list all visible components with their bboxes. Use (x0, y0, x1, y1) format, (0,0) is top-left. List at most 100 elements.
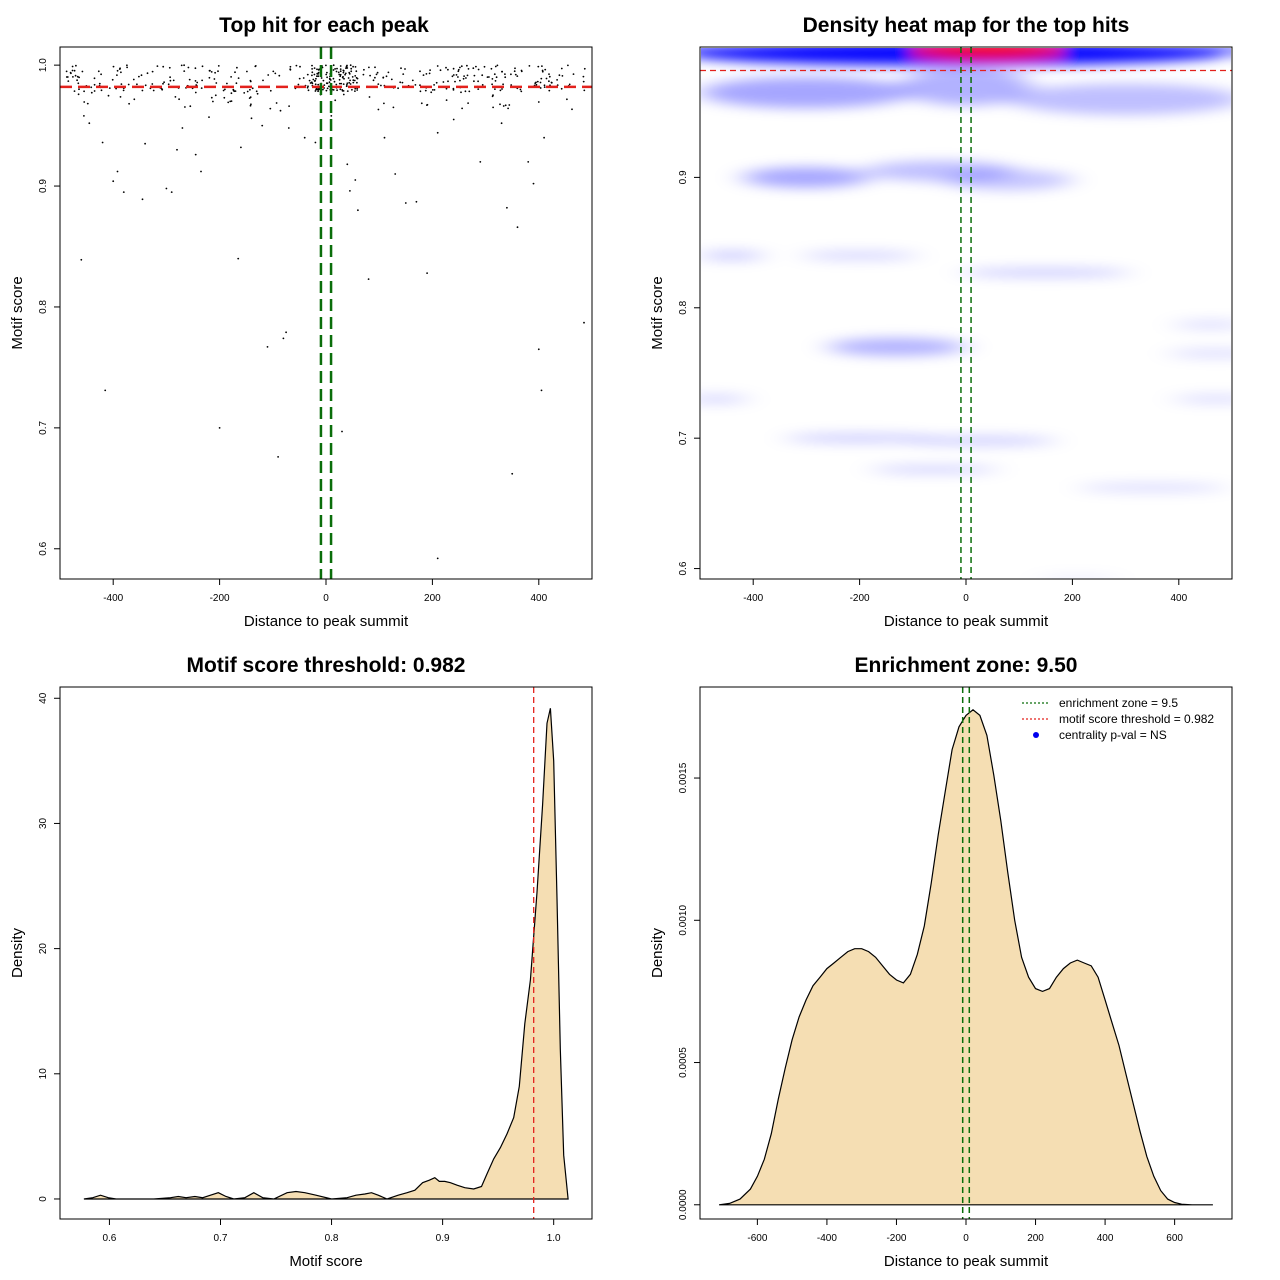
scatter-point (583, 321, 585, 324)
scatter-point (93, 90, 96, 92)
scatter-point (181, 127, 184, 129)
scatter-point (317, 90, 319, 93)
scatter-ytick-label: 0.8 (38, 300, 49, 314)
scatter-point (367, 278, 370, 280)
scatter-xtick-label: -200 (210, 593, 230, 604)
scatter-point (543, 84, 546, 87)
heatmap-ytick-label: 0.6 (678, 561, 689, 575)
scatter-point (532, 182, 535, 185)
scatter-ytick-label: 1.0 (38, 58, 49, 72)
score-density-xtick-label: 0.9 (436, 1233, 450, 1244)
scatter-point (337, 71, 340, 74)
heatmap-plot-frame (699, 46, 1233, 580)
scatter-point (168, 66, 171, 69)
scatter-point (311, 64, 313, 67)
scatter-point (194, 153, 197, 156)
scatter-point (210, 71, 213, 73)
scatter-point (235, 82, 238, 85)
scatter-point (311, 74, 313, 77)
scatter-point (209, 69, 211, 72)
legend-item-centrality: centrality p-val = NS (1033, 728, 1167, 742)
scatter-point (481, 84, 484, 86)
scatter-point (354, 87, 357, 90)
scatter-point (80, 258, 83, 261)
heatmap-density-blob (1168, 348, 1231, 359)
scatter-point (112, 180, 115, 183)
scatter-point (491, 95, 494, 98)
scatter-point (315, 77, 317, 80)
scatter-point (335, 70, 338, 73)
scatter-points (65, 64, 586, 560)
scatter-point (356, 77, 359, 80)
scatter-point (208, 116, 210, 118)
scatter-point (71, 69, 74, 72)
scatter-point (277, 456, 279, 458)
scatter-point (233, 90, 236, 93)
heatmap-density-blob (801, 250, 919, 261)
scatter-ylabel: Motif score (9, 276, 26, 349)
scatter-point (426, 272, 428, 274)
scatter-point (354, 75, 357, 77)
scatter-point (582, 75, 585, 78)
scatter-point (433, 84, 435, 86)
scatter-point (152, 89, 155, 92)
scatter-point (78, 88, 80, 91)
scatter-point (217, 65, 220, 67)
scatter-point (313, 80, 316, 82)
heatmap-ytick-label: 0.8 (678, 300, 689, 314)
scatter-point (174, 96, 177, 98)
scatter-point (351, 76, 354, 78)
scatter-point (401, 81, 404, 84)
scatter-point (285, 331, 287, 334)
scatter-point (346, 90, 349, 92)
scatter-point (452, 74, 455, 76)
score-density-curve (83, 708, 569, 1200)
scatter-point (282, 337, 285, 340)
distance-density-reference-lines (961, 687, 971, 1219)
scatter-point (436, 131, 439, 134)
scatter-point (493, 73, 496, 76)
heatmap-density-blob (1173, 393, 1231, 405)
scatter-point (83, 90, 85, 93)
scatter-point (334, 68, 336, 70)
scatter-point (317, 75, 320, 78)
scatter-point (519, 88, 522, 91)
scatter-point (540, 389, 543, 392)
scatter-point (488, 76, 490, 78)
scatter-point (541, 65, 543, 67)
scatter-point (100, 73, 102, 76)
distance-density-axes: -600 -400 -200 0 200 400 600 0.0000 0.0005 0.0010… (678, 762, 1183, 1244)
scatter-point (141, 89, 144, 92)
scatter-point (339, 75, 342, 78)
scatter-point (548, 73, 550, 75)
scatter-point (383, 136, 386, 139)
scatter-point (279, 109, 282, 112)
scatter-point (545, 77, 548, 80)
scatter-point (330, 115, 333, 117)
scatter-point (299, 65, 301, 68)
score-density-ytick-label: 10 (38, 1068, 49, 1080)
scatter-point (374, 66, 376, 69)
scatter-point (392, 106, 395, 109)
scatter-point (520, 69, 523, 72)
scatter-point (339, 68, 342, 70)
score-density-ytick-label: 40 (38, 692, 49, 704)
score-density-ytick-label: 20 (38, 943, 49, 955)
scatter-point (169, 76, 172, 79)
scatter-point (248, 97, 251, 99)
scatter-point (212, 100, 214, 103)
scatter-point (215, 82, 218, 84)
scatter-point (560, 67, 563, 70)
scatter-point (492, 106, 494, 109)
scatter-point (275, 102, 278, 104)
scatter-point (243, 92, 246, 94)
scatter-point (306, 73, 309, 76)
scatter-point (349, 79, 351, 82)
scatter-point (420, 102, 423, 105)
scatter-point (222, 89, 225, 92)
scatter-point (419, 70, 421, 73)
scatter-point (351, 88, 353, 91)
heatmap-density-blob (960, 267, 1131, 278)
scatter-xtick-label: 400 (530, 593, 547, 604)
scatter-point (362, 73, 365, 76)
